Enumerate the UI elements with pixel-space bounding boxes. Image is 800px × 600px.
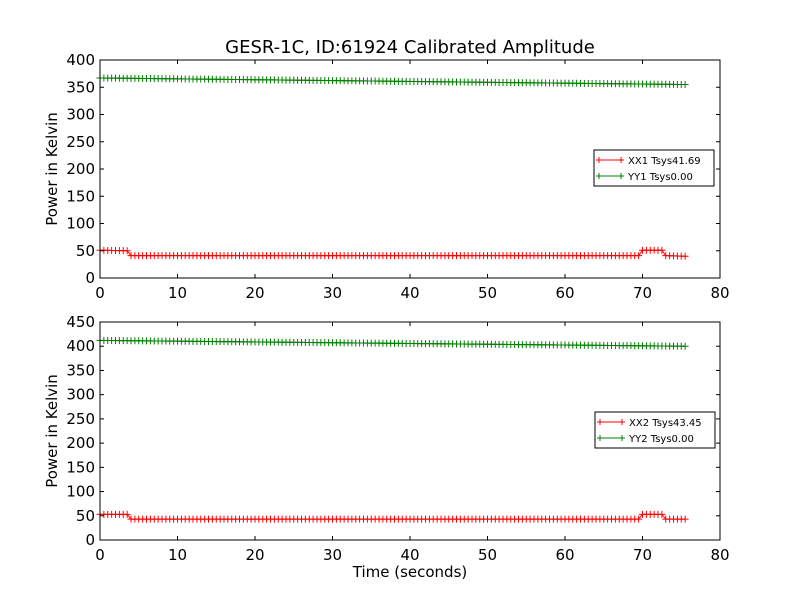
x-tick-label: 70 [633, 284, 652, 302]
y-tick-label: 50 [76, 507, 95, 525]
legend-marker [619, 435, 625, 441]
bottom-plot: Power in Kelvin Time (seconds) 0 10 20 30 40… [43, 313, 730, 581]
series-yy-p1 [96, 336, 689, 350]
legend-marker [618, 173, 624, 179]
series-xx-p1 [96, 510, 689, 523]
legend-marker [597, 419, 603, 425]
x-tick-label: 0 [95, 284, 105, 302]
y-tick-label: 350 [66, 361, 95, 379]
y-tick-label: 0 [85, 269, 95, 287]
data-point [123, 247, 131, 255]
y-tick-label: 150 [66, 187, 95, 205]
x-tick-label: 20 [245, 546, 264, 564]
x-tick-label: 10 [168, 546, 187, 564]
legend-label: YY2 Tsys0.00 [628, 434, 694, 445]
y-tick-label: 250 [66, 410, 95, 428]
y-tick-label: 200 [66, 160, 95, 178]
top-plot: Power in Kelvin 0 10 20 30 40 50 60 70 80 0 50 100 1… [43, 51, 730, 302]
x-tick-label: 60 [555, 284, 574, 302]
data-point [635, 252, 643, 260]
data-point [658, 510, 666, 518]
y-tick-label: 100 [66, 483, 95, 501]
legend-marker [597, 435, 603, 441]
legend-item: YY1 Tsys0.00 [596, 172, 693, 183]
data-point [658, 246, 666, 254]
x-tick-label: 50 [478, 284, 497, 302]
legend-marker [596, 173, 602, 179]
series-markers [96, 510, 689, 523]
y-tick-label: 400 [66, 51, 95, 69]
y-tick-label: 200 [66, 434, 95, 452]
x-tick-label: 50 [478, 546, 497, 564]
x-tick-label: 0 [95, 546, 105, 564]
x-tick-label: 80 [710, 546, 729, 564]
data-point [681, 252, 689, 260]
legend-item: YY2 Tsys0.00 [597, 434, 694, 445]
y-tick-label: 450 [66, 313, 95, 331]
y-tick-label: 300 [66, 106, 95, 124]
bottom-ylabel: Power in Kelvin [43, 374, 61, 488]
x-tick-label: 60 [555, 546, 574, 564]
legend-label: YY1 Tsys0.00 [627, 172, 693, 183]
y-tick-label: 0 [85, 531, 95, 549]
x-tick-label: 40 [400, 546, 419, 564]
y-tick-label: 250 [66, 133, 95, 151]
series-markers [96, 246, 689, 260]
series-xx-p0 [96, 246, 689, 260]
x-tick-label: 20 [245, 284, 264, 302]
y-tick-label: 50 [76, 242, 95, 260]
legend: XX1 Tsys41.69 YY1 Tsys0.00 [593, 149, 715, 187]
data-point [681, 515, 689, 523]
y-tick-label: 150 [66, 458, 95, 476]
y-tick-label: 400 [66, 337, 95, 355]
legend-marker [618, 157, 624, 163]
legend: XX2 Tsys43.45 YY2 Tsys0.00 [594, 411, 716, 449]
y-tick-label: 350 [66, 78, 95, 96]
legend-marker [619, 419, 625, 425]
y-tick-label: 300 [66, 386, 95, 404]
legend-item: XX1 Tsys41.69 [596, 156, 701, 167]
data-point [635, 515, 643, 523]
data-point [681, 81, 689, 89]
legend-item: XX2 Tsys43.45 [597, 418, 702, 429]
series-yy-p0 [96, 74, 689, 89]
x-tick-label: 40 [400, 284, 419, 302]
series-markers [96, 336, 689, 350]
top-ylabel: Power in Kelvin [43, 112, 61, 226]
x-tick-label: 30 [323, 546, 342, 564]
data-point [123, 510, 131, 518]
legend-label: XX2 Tsys43.45 [629, 418, 702, 429]
legend-box [594, 411, 716, 449]
bottom-xlabel: Time (seconds) [352, 563, 468, 581]
data-point [681, 342, 689, 350]
x-tick-label: 70 [633, 546, 652, 564]
chart-title: GESR-1C, ID:61924 Calibrated Amplitude [225, 37, 595, 58]
x-tick-label: 30 [323, 284, 342, 302]
legend-box [593, 149, 715, 187]
legend-label: XX1 Tsys41.69 [628, 156, 701, 167]
legend-marker [596, 157, 602, 163]
series-markers [96, 74, 689, 89]
x-tick-label: 10 [168, 284, 187, 302]
y-tick-label: 100 [66, 215, 95, 233]
x-tick-label: 80 [710, 284, 729, 302]
